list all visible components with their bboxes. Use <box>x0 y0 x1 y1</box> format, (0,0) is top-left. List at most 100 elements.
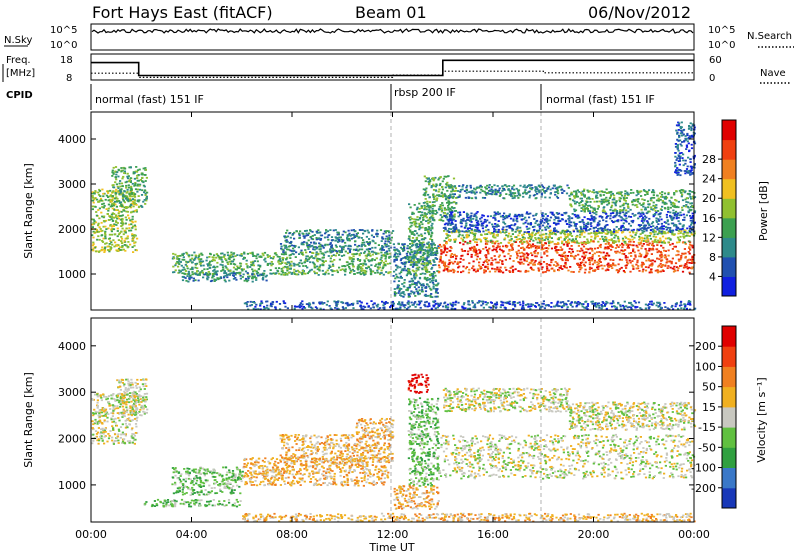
scatter-cell <box>494 219 497 221</box>
scatter-cell <box>429 220 432 223</box>
scatter-cell <box>484 270 487 273</box>
scatter-cell <box>409 292 412 295</box>
scatter-cell <box>463 230 466 233</box>
scatter-cell <box>428 205 432 207</box>
cpid-label: CPID <box>6 90 33 101</box>
scatter-cell <box>92 218 95 221</box>
scatter-cell <box>660 244 663 247</box>
scatter-cell <box>125 210 128 213</box>
scatter-cell <box>518 238 521 240</box>
scatter-cell <box>326 250 329 253</box>
scatter-cell <box>502 218 505 221</box>
scatter-cell <box>419 249 423 252</box>
scatter-cell <box>486 215 490 218</box>
scatter-cell <box>583 223 586 226</box>
scatter-cell <box>623 214 626 217</box>
scatter-cell <box>115 245 118 247</box>
scatter-cell <box>564 237 567 239</box>
scatter-cell <box>184 270 188 272</box>
scatter-cell <box>194 279 197 282</box>
scatter-cell <box>408 203 411 206</box>
scatter-cell <box>593 230 596 233</box>
scatter-cell <box>579 261 582 264</box>
scatter-cell <box>529 233 532 236</box>
scatter-cell <box>660 266 663 268</box>
scatter-cell <box>609 230 613 233</box>
scatter-cell <box>680 230 683 232</box>
scatter-cell <box>348 239 351 242</box>
scatter-cell <box>185 265 189 268</box>
scatter-cell <box>126 235 129 238</box>
scatter-cell <box>445 184 448 187</box>
scatter-cell <box>500 249 503 252</box>
scatter-cell <box>206 278 209 281</box>
scatter-cell <box>578 266 581 268</box>
scatter-cell <box>667 211 670 213</box>
scatter-cell <box>479 184 482 187</box>
scatter-cell <box>119 205 122 207</box>
scatter-cell <box>424 189 427 191</box>
scatter-cell <box>447 266 450 268</box>
scatter-cell <box>134 225 137 228</box>
scatter-cell <box>680 254 683 257</box>
scatter-cell <box>494 229 497 231</box>
scatter-cell <box>282 266 285 269</box>
scatter-cell <box>110 200 113 203</box>
scatter-cell <box>592 226 595 229</box>
scatter-cell <box>408 252 411 254</box>
scatter-cell <box>104 219 108 222</box>
scatter-cell <box>277 260 280 263</box>
scatter-cell <box>616 235 620 238</box>
scatter-cell <box>601 232 604 234</box>
scatter-cell <box>102 248 105 251</box>
scatter-cell <box>420 283 423 286</box>
scatter-cell <box>588 268 591 271</box>
scatter-cell <box>221 261 224 263</box>
scatter-cell <box>663 242 667 244</box>
scatter-cell <box>481 214 484 217</box>
scatter-cell <box>127 175 130 177</box>
scatter-cell <box>682 266 686 269</box>
scatter-cell <box>406 267 410 270</box>
scatter-cell <box>660 270 663 273</box>
scatter-cell <box>251 263 254 265</box>
scatter-cell <box>601 216 604 219</box>
scatter-cell <box>542 217 545 220</box>
scatter-cell <box>400 295 403 297</box>
scatter-cell <box>201 260 205 263</box>
scatter-cell <box>448 202 451 204</box>
scatter-cell <box>318 265 321 268</box>
scatter-cell <box>462 240 465 243</box>
scatter-cell <box>285 236 288 239</box>
scatter-cell <box>682 235 685 238</box>
scatter-cell <box>419 246 422 248</box>
scatter-cell <box>185 260 188 263</box>
scatter-cell <box>377 244 380 246</box>
scatter-cell <box>317 229 320 232</box>
scatter-cell <box>393 270 396 273</box>
scatter-cell <box>347 245 350 248</box>
scatter-cell <box>348 267 351 270</box>
scatter-cell <box>376 269 379 272</box>
scatter-cell <box>119 180 122 182</box>
scatter-cell <box>644 269 648 272</box>
scatter-cell <box>130 223 133 226</box>
scatter-cell <box>626 256 629 259</box>
scatter-cell <box>364 273 367 275</box>
scatter-cell <box>315 272 318 274</box>
scatter-cell <box>308 232 311 235</box>
scatter-cell <box>546 254 549 257</box>
scatter-cell <box>449 219 452 222</box>
scatter-cell <box>565 223 569 225</box>
scatter-cell <box>548 233 551 236</box>
scatter-cell <box>374 246 377 249</box>
scatter-cell <box>474 251 477 254</box>
scatter-cell <box>607 269 610 271</box>
scatter-cell <box>455 230 458 233</box>
scatter-cell <box>540 246 543 249</box>
scatter-cell <box>460 271 463 274</box>
scatter-cell <box>519 194 522 197</box>
scatter-cell <box>414 264 418 266</box>
scatter-cell <box>402 291 405 293</box>
scatter-cell <box>457 190 460 192</box>
